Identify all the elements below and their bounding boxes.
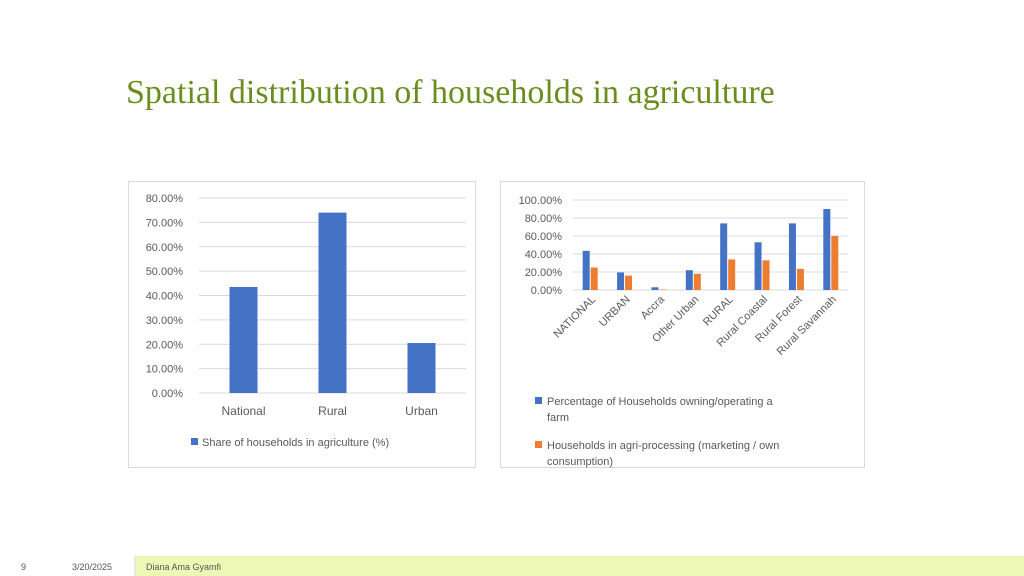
y-tick-label: 60.00% (525, 231, 563, 243)
legend-label-line: Households in agri-processing (marketing… (547, 440, 779, 452)
legend-swatch (535, 397, 542, 404)
bar (693, 273, 701, 290)
legend-swatch (535, 441, 542, 448)
legend-label: Households in agri-processing (marketing… (547, 440, 779, 468)
y-tick-label: 0.00% (531, 285, 562, 297)
bar (685, 270, 693, 290)
bar (407, 343, 436, 393)
household-share-chart-svg: 0.00% 10.00% 20.00% 30.00% 40.00% 50.00% 60.00… (146, 193, 466, 449)
farm-and-processing-chart-svg: 0.00% 20.00% 40.00% 60.00% 80.00% 100.00% NATI… (519, 195, 848, 468)
y-tick-label: 50.00% (146, 266, 184, 278)
bar (754, 242, 762, 290)
bar (625, 275, 633, 290)
y-tick-label: 70.00% (146, 217, 184, 229)
x-tick-label: Rural (318, 404, 347, 418)
bar (788, 223, 796, 290)
y-tick-label: 40.00% (525, 249, 563, 261)
bar (823, 209, 831, 290)
y-tick-label: 0.00% (152, 388, 183, 400)
bar (762, 260, 770, 290)
bar (229, 286, 258, 393)
x-tick-label: Urban (405, 404, 438, 418)
x-tick-label: Rural Savannah (775, 294, 839, 358)
x-tick-label: URBAN (597, 294, 633, 330)
footer-bar: 9 3/20/2025 Diana Ama Gyamfi (0, 556, 1024, 576)
x-tick-label: Accra (639, 293, 668, 322)
page-number: 9 (21, 562, 27, 572)
legend-label-line: farm (547, 412, 569, 424)
legend-label-line: consumption) (547, 456, 613, 468)
x-tick-label: RURAL (701, 294, 736, 329)
bar (831, 236, 839, 290)
legend-label: Share of households in agriculture (%) (202, 437, 389, 449)
bar (651, 287, 659, 290)
footer-author: Diana Ama Gyamfi (146, 562, 222, 572)
y-tick-label: 80.00% (525, 213, 563, 225)
legend-label-line: Percentage of Households owning/operatin… (547, 396, 774, 408)
y-tick-label: 80.00% (146, 193, 184, 205)
slide-title: Spatial distribution of households in ag… (126, 74, 775, 111)
y-tick-label: 10.00% (146, 364, 184, 376)
y-tick-label: 20.00% (146, 339, 184, 351)
footer-left-panel (0, 556, 134, 576)
legend-label: Percentage of Households owning/operatin… (547, 396, 774, 424)
x-tick-label: National (221, 404, 265, 418)
y-tick-label: 20.00% (525, 267, 563, 279)
farm-and-processing-chart: 0.00% 20.00% 40.00% 60.00% 80.00% 100.00% NATI… (500, 181, 865, 468)
bar (728, 259, 736, 290)
y-tick-label: 30.00% (146, 315, 184, 327)
bar (590, 267, 598, 290)
x-tick-label: NATIONAL (551, 294, 598, 341)
y-tick-label: 60.00% (146, 242, 184, 254)
bar (582, 250, 590, 290)
legend-swatch (191, 438, 198, 445)
bar (720, 223, 728, 290)
bar (318, 212, 347, 393)
footer-separator (134, 556, 136, 576)
y-tick-label: 40.00% (146, 291, 184, 303)
footer-date: 3/20/2025 (72, 562, 113, 572)
bar (796, 268, 804, 290)
bar (617, 272, 625, 290)
y-tick-label: 100.00% (519, 195, 563, 207)
household-share-chart: 0.00% 10.00% 20.00% 30.00% 40.00% 50.00% 60.00… (128, 181, 476, 468)
